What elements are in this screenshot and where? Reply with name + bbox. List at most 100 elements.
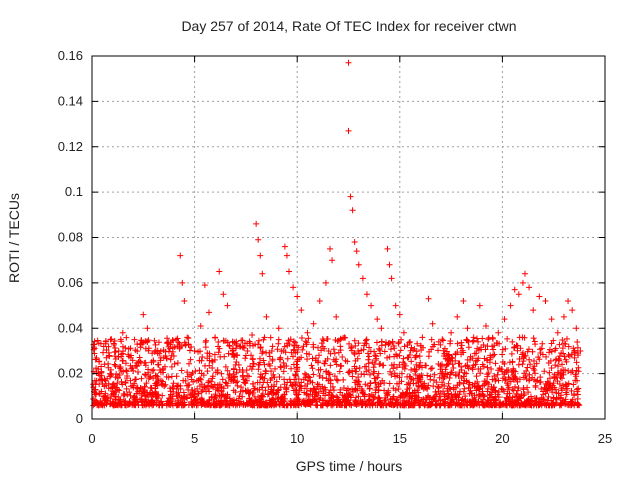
noise-point <box>527 393 534 400</box>
noise-point <box>447 340 454 347</box>
noise-point <box>541 396 548 403</box>
noise-point <box>327 350 334 357</box>
noise-point <box>258 393 265 400</box>
noise-point <box>537 346 544 353</box>
noise-point <box>398 370 405 377</box>
noise-point <box>335 349 342 356</box>
noise-point <box>436 374 443 381</box>
noise-point <box>465 365 472 372</box>
noise-point <box>348 347 355 354</box>
noise-point <box>255 337 262 344</box>
noise-point <box>556 357 563 364</box>
noise-point <box>320 337 327 344</box>
noise-point <box>561 353 568 360</box>
noise-point <box>146 374 153 381</box>
noise-point <box>562 401 569 408</box>
noise-point <box>525 346 532 353</box>
noise-point <box>471 392 478 399</box>
data-point <box>536 293 543 300</box>
noise-point <box>541 368 548 375</box>
noise-point <box>249 363 256 370</box>
noise-point <box>369 359 376 366</box>
noise-point <box>366 385 373 392</box>
noise-point <box>119 343 126 350</box>
data-point <box>181 298 188 305</box>
noise-point <box>155 339 162 346</box>
noise-point <box>151 337 158 344</box>
data-point <box>384 245 391 252</box>
noise-point <box>123 375 130 382</box>
noise-point <box>336 368 343 375</box>
data-point <box>425 295 432 302</box>
noise-point <box>319 383 326 390</box>
noise-point <box>205 401 212 408</box>
noise-point <box>221 338 228 345</box>
noise-point <box>371 375 378 382</box>
noise-point <box>107 385 114 392</box>
noise-point <box>452 350 459 357</box>
noise-point <box>281 376 288 383</box>
noise-point <box>171 360 178 367</box>
noise-point <box>202 339 209 346</box>
noise-point <box>351 337 358 344</box>
noise-point <box>210 384 217 391</box>
data-point <box>197 322 204 329</box>
noise-point <box>503 402 510 409</box>
noise-point <box>485 336 492 343</box>
noise-point <box>128 365 135 372</box>
noise-point <box>352 368 359 375</box>
noise-point <box>563 391 570 398</box>
noise-point <box>574 344 581 351</box>
noise-point <box>377 398 384 405</box>
noise-point <box>545 401 552 408</box>
noise-point <box>552 362 559 369</box>
noise-point <box>107 395 114 402</box>
noise-point <box>112 353 119 360</box>
noise-point <box>574 402 581 409</box>
noise-point <box>325 369 332 376</box>
noise-point <box>567 402 574 409</box>
noise-point <box>372 402 379 409</box>
noise-point <box>222 379 229 386</box>
data-point <box>140 311 147 318</box>
noise-point <box>221 353 228 360</box>
noise-point <box>131 401 138 408</box>
noise-point <box>460 388 467 395</box>
noise-point <box>157 354 164 361</box>
noise-point <box>117 336 124 343</box>
noise-point <box>209 373 216 380</box>
noise-point <box>316 352 323 359</box>
noise-point <box>261 375 268 382</box>
noise-point <box>378 338 385 345</box>
noise-point <box>440 375 447 382</box>
noise-point <box>559 345 566 352</box>
noise-point <box>262 387 269 394</box>
y-tick-label: 0.04 <box>58 320 83 335</box>
data-point <box>179 279 186 286</box>
noise-point <box>519 351 526 358</box>
y-tick-label: 0 <box>76 411 83 426</box>
data-point <box>259 270 266 277</box>
noise-point <box>504 390 511 397</box>
noise-point <box>226 395 233 402</box>
noise-point <box>508 350 515 357</box>
noise-point <box>384 391 391 398</box>
noise-point <box>225 350 232 357</box>
noise-point <box>400 355 407 362</box>
noise-point <box>293 387 300 394</box>
data-point <box>177 252 184 259</box>
noise-point <box>218 370 225 377</box>
noise-point <box>366 353 373 360</box>
noise-point <box>132 396 139 403</box>
noise-point <box>224 394 231 401</box>
noise-point <box>445 352 452 359</box>
noise-point <box>367 380 374 387</box>
noise-point <box>327 380 334 387</box>
y-tick-label: 0.14 <box>58 93 83 108</box>
data-point <box>216 268 223 275</box>
noise-point <box>174 393 181 400</box>
noise-point <box>249 402 256 409</box>
noise-point <box>292 381 299 388</box>
noise-point <box>490 346 497 353</box>
noise-point <box>302 397 309 404</box>
